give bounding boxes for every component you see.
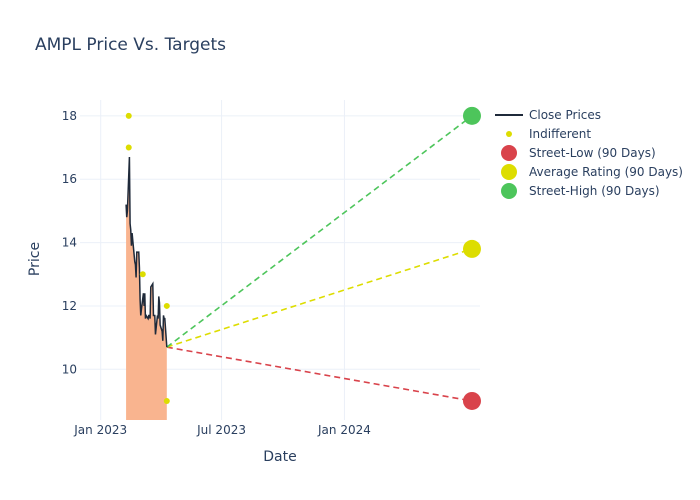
legend-label: Average Rating (90 Days) bbox=[529, 165, 683, 179]
x-axis-title: Date bbox=[263, 449, 296, 465]
x-tick-label: Jul 2023 bbox=[196, 423, 246, 437]
indifferent-marker bbox=[163, 397, 170, 404]
target-marker bbox=[462, 106, 481, 125]
indifferent-marker bbox=[163, 302, 170, 309]
legend-label: Close Prices bbox=[529, 108, 601, 122]
legend: Close Prices Indifferent Street-Low (90 Da… bbox=[495, 108, 683, 199]
x-tick-label: Jan 2024 bbox=[317, 423, 371, 437]
close-price-line-layer bbox=[125, 157, 168, 348]
y-tick-label: 18 bbox=[62, 109, 77, 123]
y-tick-label: 10 bbox=[62, 362, 77, 376]
x-tick-label: Jan 2023 bbox=[73, 423, 127, 437]
close-price-area bbox=[126, 157, 167, 420]
target-line bbox=[166, 346, 473, 402]
target-marker bbox=[462, 391, 481, 410]
indifferent-marker bbox=[139, 271, 146, 278]
target-marker bbox=[462, 239, 481, 258]
target-line bbox=[166, 248, 473, 348]
axis-ticks: Jan 2023 Jul 2023 Jan 2024 10 12 14 16 18 bbox=[62, 109, 371, 437]
indifferent-marker bbox=[125, 112, 132, 119]
chart-title: AMPL Price Vs. Targets bbox=[35, 35, 226, 55]
indifferent-marker bbox=[125, 144, 132, 151]
legend-swatch-circle bbox=[501, 145, 517, 161]
legend-swatch-circle bbox=[501, 164, 517, 180]
markers-layer bbox=[125, 112, 170, 404]
y-tick-label: 16 bbox=[62, 172, 77, 186]
y-tick-label: 12 bbox=[62, 299, 77, 313]
y-axis-title: Price bbox=[27, 242, 43, 276]
close-price-area-layer bbox=[126, 157, 167, 420]
target-line bbox=[166, 115, 473, 348]
legend-swatch-dot bbox=[506, 131, 512, 137]
legend-label: Indifferent bbox=[529, 127, 591, 141]
close-price-line bbox=[125, 157, 168, 348]
legend-swatch-circle bbox=[501, 183, 517, 199]
target-lines-layer bbox=[166, 106, 481, 410]
legend-label: Street-High (90 Days) bbox=[529, 184, 660, 198]
legend-label: Street-Low (90 Days) bbox=[529, 146, 656, 160]
y-tick-label: 14 bbox=[62, 236, 77, 250]
